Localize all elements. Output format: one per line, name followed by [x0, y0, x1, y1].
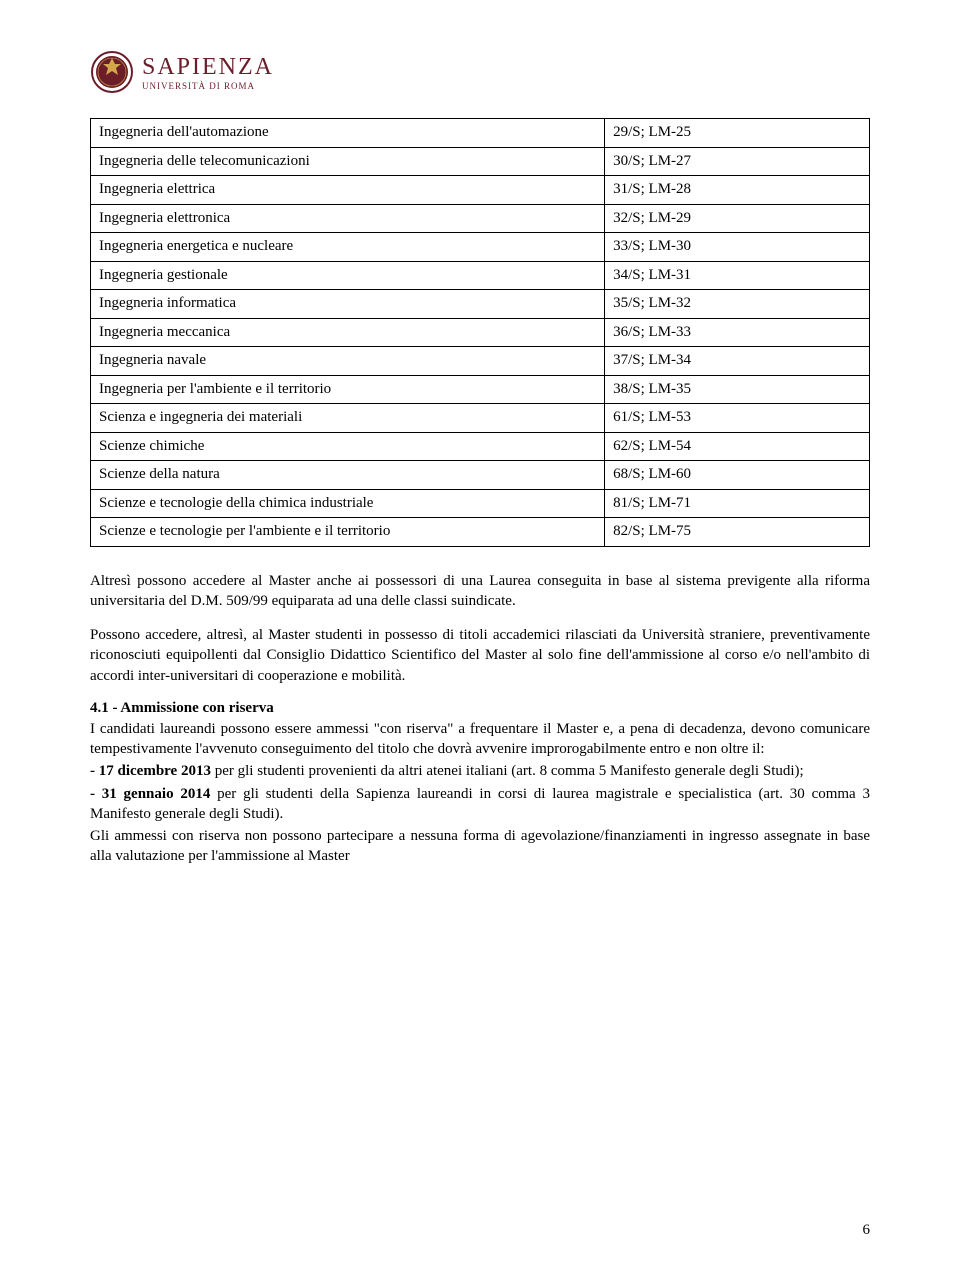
table-row: Scienze della natura68/S; LM-60	[91, 461, 870, 490]
table-row: Ingegneria navale37/S; LM-34	[91, 347, 870, 376]
table-cell-label: Ingegneria delle telecomunicazioni	[91, 147, 605, 176]
table-cell-label: Scienza e ingegneria dei materiali	[91, 404, 605, 433]
table-cell-code: 31/S; LM-28	[605, 176, 870, 205]
table-cell-label: Ingegneria dell'automazione	[91, 119, 605, 148]
paragraph-1: Altresì possono accedere al Master anche…	[90, 571, 870, 612]
table-cell-code: 82/S; LM-75	[605, 518, 870, 547]
table-row: Ingegneria delle telecomunicazioni30/S; …	[91, 147, 870, 176]
table-cell-code: 30/S; LM-27	[605, 147, 870, 176]
table-row: Ingegneria per l'ambiente e il territori…	[91, 375, 870, 404]
section-4-1-bullet1: - 17 dicembre 2013 per gli studenti prov…	[90, 761, 870, 781]
table-row: Ingegneria informatica35/S; LM-32	[91, 290, 870, 319]
table-cell-label: Ingegneria meccanica	[91, 318, 605, 347]
table-cell-label: Scienze della natura	[91, 461, 605, 490]
table-row: Scienze chimiche62/S; LM-54	[91, 432, 870, 461]
table-cell-label: Scienze e tecnologie della chimica indus…	[91, 489, 605, 518]
table-row: Scienze e tecnologie per l'ambiente e il…	[91, 518, 870, 547]
table-cell-code: 68/S; LM-60	[605, 461, 870, 490]
table-cell-label: Ingegneria elettrica	[91, 176, 605, 205]
table-cell-code: 37/S; LM-34	[605, 347, 870, 376]
section-4-1-heading: 4.1 - Ammissione con riserva	[90, 700, 870, 717]
bullet1-rest: per gli studenti provenienti da altri at…	[211, 763, 804, 779]
paragraph-2: Possono accedere, altresì, al Master stu…	[90, 625, 870, 686]
table-cell-code: 29/S; LM-25	[605, 119, 870, 148]
table-row: Ingegneria elettronica32/S; LM-29	[91, 204, 870, 233]
table-cell-label: Ingegneria per l'ambiente e il territori…	[91, 375, 605, 404]
table-cell-code: 34/S; LM-31	[605, 261, 870, 290]
section-4-1-bullet2: - 31 gennaio 2014 per gli studenti della…	[90, 784, 870, 825]
table-cell-label: Ingegneria informatica	[91, 290, 605, 319]
degree-table: Ingegneria dell'automazione29/S; LM-25In…	[90, 118, 870, 547]
table-cell-label: Ingegneria navale	[91, 347, 605, 376]
table-row: Ingegneria elettrica31/S; LM-28	[91, 176, 870, 205]
table-cell-code: 61/S; LM-53	[605, 404, 870, 433]
table-row: Scienza e ingegneria dei materiali61/S; …	[91, 404, 870, 433]
table-cell-label: Ingegneria elettronica	[91, 204, 605, 233]
table-row: Ingegneria energetica e nucleare33/S; LM…	[91, 233, 870, 262]
logo-main: SAPIENZA	[142, 54, 274, 81]
page-number: 6	[863, 1222, 871, 1239]
table-row: Scienze e tecnologie della chimica indus…	[91, 489, 870, 518]
table-cell-code: 35/S; LM-32	[605, 290, 870, 319]
table-row: Ingegneria gestionale34/S; LM-31	[91, 261, 870, 290]
section-4-1-body1: I candidati laureandi possono essere amm…	[90, 719, 870, 760]
table-cell-label: Scienze e tecnologie per l'ambiente e il…	[91, 518, 605, 547]
table-row: Ingegneria dell'automazione29/S; LM-25	[91, 119, 870, 148]
table-cell-code: 81/S; LM-71	[605, 489, 870, 518]
table-cell-label: Ingegneria gestionale	[91, 261, 605, 290]
bullet1-bold: - 17 dicembre 2013	[90, 763, 211, 779]
table-row: Ingegneria meccanica36/S; LM-33	[91, 318, 870, 347]
crest-icon	[90, 50, 134, 94]
logo-header: SAPIENZA UNIVERSITÀ DI ROMA	[90, 50, 870, 94]
table-cell-code: 36/S; LM-33	[605, 318, 870, 347]
table-cell-label: Scienze chimiche	[91, 432, 605, 461]
bullet2-bold: - 31 gennaio 2014	[90, 786, 210, 802]
logo-sub: UNIVERSITÀ DI ROMA	[142, 81, 274, 91]
table-cell-code: 38/S; LM-35	[605, 375, 870, 404]
table-cell-code: 33/S; LM-30	[605, 233, 870, 262]
logo-text: SAPIENZA UNIVERSITÀ DI ROMA	[142, 54, 274, 91]
section-4-1-body2: Gli ammessi con riserva non possono part…	[90, 826, 870, 867]
table-cell-label: Ingegneria energetica e nucleare	[91, 233, 605, 262]
table-cell-code: 32/S; LM-29	[605, 204, 870, 233]
table-cell-code: 62/S; LM-54	[605, 432, 870, 461]
